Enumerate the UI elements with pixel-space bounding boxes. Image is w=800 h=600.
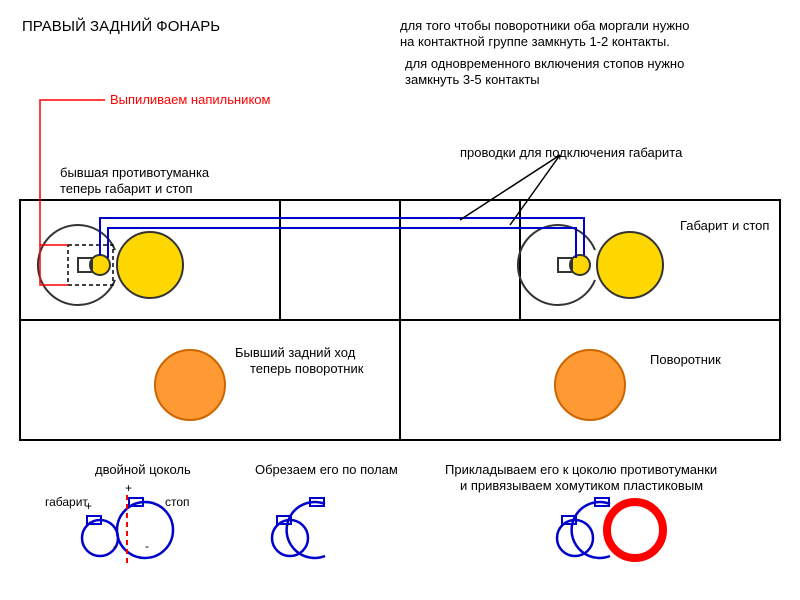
label-fog-2: теперь габарит и стоп	[60, 181, 193, 196]
bottom-apply1: Прикладываем его к цоколю противотуманки	[445, 462, 717, 477]
page-title: ПРАВЫЙ ЗАДНИЙ ФОНАРЬ	[22, 18, 220, 35]
note2-l1: для одновременного включения стопов нужн…	[405, 56, 684, 71]
note1-l1: для того чтобы поворотники оба моргали н…	[400, 18, 689, 33]
label-rev2: теперь поворотник	[250, 361, 363, 376]
red-note: Выпиливаем напильником	[110, 92, 270, 107]
note2-l2: замкнуть 3-5 контакты	[405, 72, 540, 87]
label-fog-1: бывшая противотуманка	[60, 165, 209, 180]
label-gab: габарит	[45, 495, 88, 509]
svg-text:-: -	[113, 539, 117, 553]
label-turn: Поворотник	[650, 352, 721, 367]
bottom-apply2: и привязываем хомутиком пластиковым	[460, 478, 703, 493]
bottom-cut: Обрезаем его по полам	[255, 462, 398, 477]
svg-text:+: +	[125, 481, 132, 495]
label-wires: проводки для подключения габарита	[460, 145, 682, 160]
note1-l2: на контактной группе замкнуть 1-2 контак…	[400, 34, 670, 49]
bottom-dbl: двойной цоколь	[95, 462, 191, 477]
label-rev1: Бывший задний ход	[235, 345, 355, 360]
label-gabstop: Габарит и стоп	[680, 218, 769, 233]
diagram-svg: + - + -	[0, 0, 800, 600]
svg-text:-: -	[145, 539, 149, 553]
label-stop: стоп	[165, 495, 190, 509]
